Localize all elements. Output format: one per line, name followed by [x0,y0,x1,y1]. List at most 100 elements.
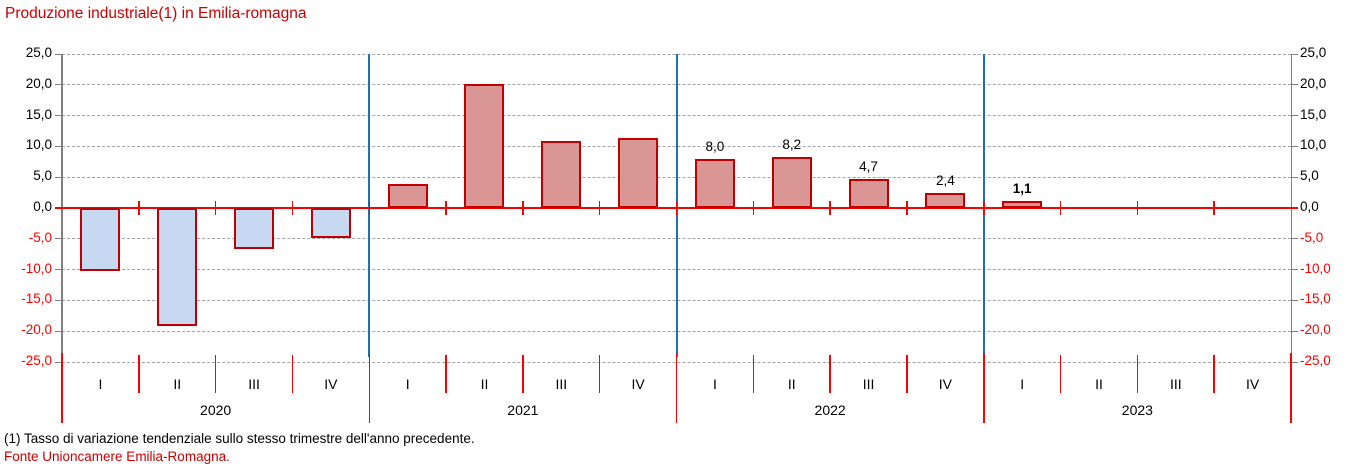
axis-tick-left [55,299,62,301]
zero-line-quarter-tick [598,201,601,215]
axis-tick-left [55,53,62,55]
bar-value-label: 2,4 [935,173,955,189]
axis-tick-left [55,269,62,271]
y-tick-label-right: -25,0 [1300,353,1331,368]
y-tick-label-right: 25,0 [1300,45,1327,60]
axis-tick-right [1291,299,1298,301]
axis-tick-right [1291,269,1298,271]
bar [618,137,659,208]
quarter-label: IV [324,376,338,392]
y-tick-label-right: 0,0 [1300,199,1319,214]
y-tick-label-left: -5,0 [28,229,52,245]
footnote: (1) Tasso di variazione tendenziale sull… [4,431,475,446]
zero-line-quarter-tick [291,201,294,215]
year-label: 2020 [200,402,232,418]
axis-tick-right [1291,53,1298,55]
quarter-label: III [1169,376,1182,392]
year-boundary-line [61,353,63,423]
quarter-separator-tick [1059,355,1062,393]
axis-tick-left [55,145,62,147]
quarter-separator-tick [906,355,908,393]
zero-line-quarter-tick [752,201,755,215]
axis-tick-left [55,115,62,117]
bar-value-label: 4,7 [859,159,878,175]
bar [387,183,428,208]
zero-line-quarter-tick [675,201,678,215]
year-boundary-line [983,353,985,423]
zero-line-quarter-tick [906,201,908,215]
quarter-label: II [787,376,796,392]
quarter-separator-tick [214,355,217,393]
quarter-separator-tick [291,355,294,393]
axis-tick-right [1291,176,1298,178]
y-tick-label-left: 15,0 [25,106,52,122]
y-tick-label-left: -25,0 [21,353,52,368]
quarter-label: I [405,376,410,392]
axis-tick-left [55,330,62,332]
bar [157,208,198,326]
zero-line-quarter-tick [983,201,985,215]
y-tick-label-left: 10,0 [25,137,52,153]
quarter-label: I [712,376,717,392]
zero-line-quarter-tick [1213,201,1215,215]
y-tick-label-left: -15,0 [21,291,52,307]
quarter-separator-tick [598,355,601,393]
zero-line-quarter-tick [1136,201,1139,215]
chart-title: Produzione industriale(1) in Emilia-roma… [5,5,307,22]
bar [694,158,735,208]
quarter-label: IV [631,376,645,392]
year-label: 2021 [507,402,539,418]
axis-tick-right [1291,84,1298,86]
quarter-label: II [173,376,182,392]
bar [80,208,121,272]
y-tick-label-left: 5,0 [33,168,52,184]
bar [1002,201,1043,208]
y-tick-label-left: -20,0 [21,322,52,338]
y-tick-label-left: 20,0 [25,75,52,91]
quarter-separator-tick [522,355,524,393]
zero-line-quarter-tick [522,201,524,215]
quarter-label: IV [1245,376,1260,392]
zero-line-quarter-tick [214,201,217,215]
quarter-separator-tick [1136,355,1139,393]
quarter-separator-tick [1213,355,1215,393]
zero-line-quarter-tick [829,201,831,215]
quarter-label: III [555,376,568,392]
quarter-label: I [1020,376,1025,392]
y-tick-label-right: -5,0 [1300,229,1324,245]
year-boundary-line [368,353,370,423]
quarter-separator-tick [445,355,447,393]
axis-tick-right [1291,145,1298,147]
y-tick-label-right: -15,0 [1300,291,1331,307]
year-label: 2022 [814,402,846,418]
axis-tick-left [55,176,62,178]
zero-line-quarter-tick [1059,201,1062,215]
source-credit: Fonte Unioncamere Emilia-Romagna. [4,449,230,464]
year-boundary-line [1290,353,1292,423]
quarter-label: II [480,376,489,392]
y-tick-label-right: -20,0 [1300,322,1331,338]
bar [234,208,275,249]
bar [771,157,812,208]
quarter-separator-tick [829,355,831,393]
zero-line-quarter-tick [445,201,447,215]
y-tick-label-right: 5,0 [1300,168,1319,184]
quarter-separator-tick [138,355,140,393]
quarter-label: III [862,376,875,392]
quarter-separator-tick [752,355,755,393]
bar-value-label: 1,1 [1012,181,1032,197]
axis-tick-left [55,238,62,240]
bar [464,83,505,208]
axis-tick-left [55,361,62,363]
plot-area: 25,0 25,0 20,0 20,0 15,0 15,0 10,0 10,0 5,0 5,0 0,… [21,45,1331,368]
quarter-label: II [1095,376,1103,392]
y-tick-label-right: -10,0 [1300,260,1331,276]
quarter-label: III [248,376,260,392]
quarter-label: IV [938,376,952,392]
zero-line-quarter-tick [368,201,370,215]
zero-line-quarter-tick [138,201,140,215]
y-tick-label-right: 15,0 [1300,106,1327,122]
y-tick-label-right: 20,0 [1300,75,1327,91]
axis-tick-left [55,84,62,86]
